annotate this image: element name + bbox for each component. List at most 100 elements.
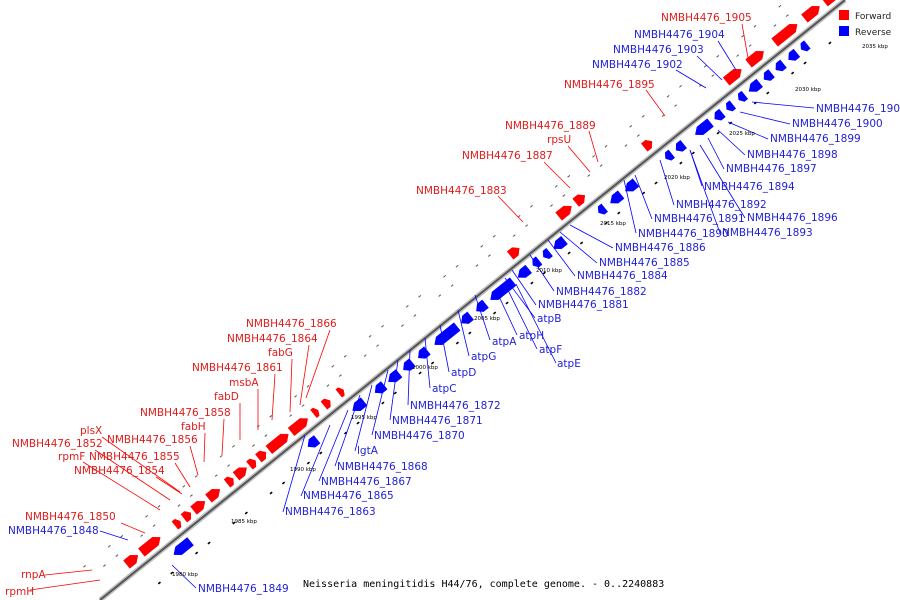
gene-label[interactable]: NMBH4476_1867 <box>321 476 412 488</box>
gene-label[interactable]: NMBH4476_1889 <box>505 120 596 132</box>
gene-label[interactable]: NMBH4476_1885 <box>599 257 690 269</box>
forward-gene-arrow[interactable] <box>205 489 221 503</box>
reverse-gene-arrow[interactable] <box>775 59 787 72</box>
forward-gene-arrow[interactable] <box>255 450 267 463</box>
gene-label[interactable]: atpE <box>557 358 581 370</box>
forward-gene-arrow[interactable] <box>572 194 586 207</box>
gene-label[interactable]: NMBH4476_1903 <box>613 44 704 56</box>
gene-label[interactable]: atpB <box>537 313 561 325</box>
reverse-gene-arrow[interactable] <box>763 69 775 81</box>
reverse-gene-arrow[interactable] <box>664 149 676 161</box>
gene-label[interactable]: rpmF <box>58 451 85 463</box>
gene-label[interactable]: NMBH4476_1895 <box>564 79 655 91</box>
forward-gene-arrow[interactable] <box>190 501 206 515</box>
gene-label[interactable]: NMBH4476_1886 <box>615 242 706 254</box>
reverse-gene-arrow[interactable] <box>695 118 714 135</box>
reverse-gene-arrow[interactable] <box>388 369 403 383</box>
gene-label[interactable]: NMBH4476_1890 <box>638 228 729 240</box>
gene-label[interactable]: atpG <box>471 351 496 363</box>
reverse-gene-arrow[interactable] <box>461 311 474 324</box>
reverse-gene-arrow[interactable] <box>714 108 726 121</box>
reverse-gene-arrow[interactable] <box>517 264 533 278</box>
gene-label[interactable]: NMBH4476_1849 <box>198 583 289 595</box>
gene-label[interactable]: atpD <box>451 367 476 379</box>
gene-label[interactable]: NMBH4476_1883 <box>416 185 507 197</box>
gene-label[interactable]: NMBH4476_1893 <box>722 227 813 239</box>
reverse-gene-arrow[interactable] <box>434 322 461 345</box>
gene-label[interactable]: atpA <box>492 336 517 348</box>
forward-gene-arrow[interactable] <box>506 247 520 260</box>
gene-label[interactable]: NMBH4476_1865 <box>303 490 394 502</box>
forward-gene-arrow[interactable] <box>320 398 331 410</box>
forward-gene-arrow[interactable] <box>123 555 139 569</box>
forward-gene-arrow[interactable] <box>287 418 309 437</box>
gene-label[interactable]: NMBH4476_1852 <box>12 438 103 450</box>
gene-label[interactable]: NMBH4476_1866 <box>246 318 337 330</box>
gene-label[interactable]: NMBH4476_1864 <box>227 333 318 345</box>
forward-gene-arrow[interactable] <box>223 476 234 488</box>
forward-gene-arrow[interactable] <box>265 433 289 455</box>
reverse-gene-arrow[interactable] <box>625 178 640 192</box>
gene-label[interactable]: atpF <box>539 344 562 356</box>
reverse-gene-arrow[interactable] <box>675 139 688 152</box>
gene-label[interactable]: NMBH4476_1881 <box>538 299 629 311</box>
reverse-gene-arrow[interactable] <box>748 78 764 92</box>
gene-label[interactable]: NMBH4476_1884 <box>577 270 668 282</box>
gene-label[interactable]: NMBH4476_1902 <box>592 59 683 71</box>
reverse-gene-arrow[interactable] <box>352 397 368 411</box>
reverse-gene-arrow[interactable] <box>490 277 517 300</box>
reverse-gene-arrow[interactable] <box>418 346 431 359</box>
gene-label[interactable]: NMBH4476_1863 <box>285 506 376 518</box>
gene-label[interactable]: NMBH4476_1900 <box>792 118 883 130</box>
gene-label[interactable]: fabH <box>181 421 206 433</box>
reverse-gene-arrow[interactable] <box>788 48 801 61</box>
forward-gene-arrow[interactable] <box>335 387 345 398</box>
forward-gene-arrow[interactable] <box>171 518 182 530</box>
gene-label[interactable]: NMBH4476_1901 <box>816 103 900 115</box>
gene-label[interactable]: NMBH4476_1854 <box>74 465 165 477</box>
gene-label[interactable]: atpH <box>519 330 544 342</box>
gene-label[interactable]: NMBH4476_1856 <box>107 434 198 446</box>
forward-gene-arrow[interactable] <box>822 0 839 7</box>
gene-label[interactable]: fabG <box>268 347 293 359</box>
reverse-gene-arrow[interactable] <box>307 435 321 448</box>
gene-label[interactable]: lgtA <box>357 445 379 457</box>
forward-gene-arrow[interactable] <box>722 69 742 86</box>
forward-gene-arrow[interactable] <box>555 205 572 221</box>
forward-gene-arrow[interactable] <box>771 24 798 47</box>
forward-gene-arrow[interactable] <box>801 6 820 23</box>
gene-label[interactable]: NMBH4476_1897 <box>726 163 817 175</box>
gene-label[interactable]: NMBH4476_1882 <box>556 286 647 298</box>
gene-label[interactable]: NMBH4476_1894 <box>704 181 795 193</box>
forward-gene-arrow[interactable] <box>745 51 764 68</box>
forward-gene-arrow[interactable] <box>310 407 320 419</box>
reverse-gene-arrow[interactable] <box>737 90 749 102</box>
gene-label[interactable]: NMBH4476_1861 <box>192 362 283 374</box>
reverse-gene-arrow[interactable] <box>610 190 625 204</box>
forward-gene-arrow[interactable] <box>180 511 192 523</box>
gene-label[interactable]: NMBH4476_1848 <box>8 525 99 537</box>
reverse-gene-arrow[interactable] <box>800 40 811 52</box>
gene-label[interactable]: NMBH4476_1887 <box>462 150 553 162</box>
gene-label[interactable]: NMBH4476_1892 <box>676 199 767 211</box>
gene-label[interactable]: fabD <box>214 391 239 403</box>
forward-gene-arrow[interactable] <box>246 458 257 470</box>
reverse-gene-arrow[interactable] <box>532 256 543 268</box>
gene-label[interactable]: NMBH4476_1905 <box>661 12 752 24</box>
reverse-gene-arrow[interactable] <box>597 203 609 215</box>
forward-gene-arrow[interactable] <box>640 139 653 152</box>
reverse-gene-arrow[interactable] <box>374 381 388 394</box>
gene-label[interactable]: NMBH4476_1896 <box>747 212 838 224</box>
gene-label[interactable]: rnpA <box>21 569 46 581</box>
gene-label[interactable]: NMBH4476_1904 <box>634 29 725 41</box>
gene-label[interactable]: NMBH4476_1855 <box>89 451 180 463</box>
reverse-gene-arrow[interactable] <box>542 247 553 259</box>
forward-gene-arrow[interactable] <box>138 537 161 557</box>
reverse-gene-arrow[interactable] <box>726 100 737 112</box>
gene-label[interactable]: NMBH4476_1868 <box>337 461 428 473</box>
gene-label[interactable]: NMBH4476_1898 <box>747 149 838 161</box>
gene-label[interactable]: NMBH4476_1872 <box>410 400 501 412</box>
gene-label[interactable]: atpC <box>432 383 457 395</box>
gene-label[interactable]: rpsU <box>547 134 571 146</box>
gene-label[interactable]: plsX <box>80 425 102 437</box>
